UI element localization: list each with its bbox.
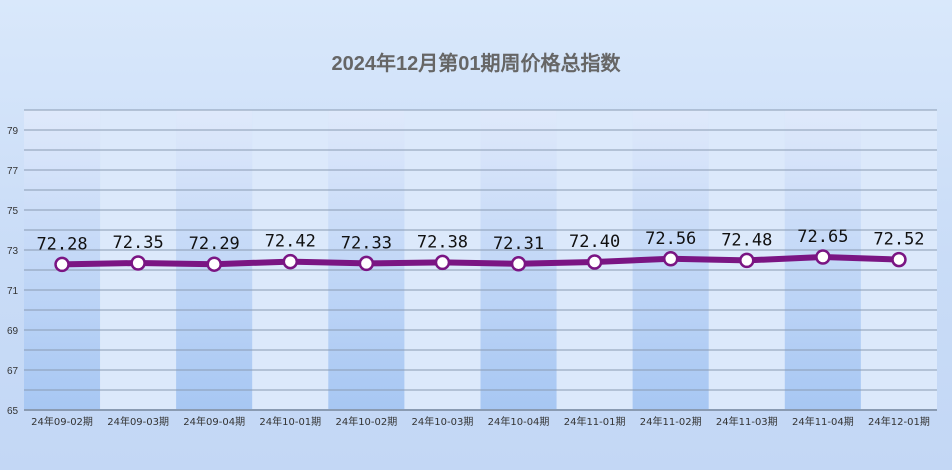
data-point bbox=[510, 256, 527, 272]
data-point bbox=[358, 255, 375, 272]
data-label: 72.40 bbox=[569, 232, 620, 252]
data-label: 72.33 bbox=[341, 233, 392, 253]
data-label: 72.56 bbox=[645, 229, 696, 249]
data-label: 72.29 bbox=[189, 234, 240, 254]
x-tick-label: 24年10-03期 bbox=[412, 415, 474, 428]
y-tick-label: 75 bbox=[7, 206, 19, 217]
x-tick-label: 24年10-04期 bbox=[488, 415, 550, 428]
data-point bbox=[586, 254, 603, 270]
data-label: 72.35 bbox=[113, 233, 164, 253]
data-point bbox=[739, 252, 755, 269]
data-label: 72.38 bbox=[417, 232, 468, 252]
y-tick-label: 73 bbox=[7, 246, 19, 257]
data-label: 72.48 bbox=[721, 230, 772, 250]
x-tick-label: 24年09-03期 bbox=[107, 415, 169, 428]
x-tick-label: 24年09-04期 bbox=[183, 415, 245, 428]
data-point bbox=[282, 253, 299, 270]
y-tick-label: 79 bbox=[7, 126, 19, 137]
data-label: 72.65 bbox=[797, 227, 848, 247]
data-label: 72.42 bbox=[265, 232, 316, 252]
data-point bbox=[891, 251, 907, 268]
data-label: 72.28 bbox=[36, 234, 87, 254]
x-tick-label: 24年10-02期 bbox=[335, 415, 397, 428]
x-tick-label: 24年11-01期 bbox=[564, 415, 626, 428]
data-point bbox=[662, 251, 679, 267]
x-tick-label: 24年11-03期 bbox=[716, 415, 778, 428]
data-point bbox=[815, 249, 831, 265]
series-line bbox=[59, 254, 902, 268]
x-tick-label: 24年09-02期 bbox=[31, 415, 93, 428]
y-tick-label: 65 bbox=[7, 406, 19, 417]
y-tick-label: 77 bbox=[7, 166, 19, 177]
x-tick-label: 24年11-02期 bbox=[640, 415, 702, 428]
y-tick-label: 69 bbox=[7, 326, 19, 337]
data-point bbox=[206, 256, 222, 272]
x-tick-label: 24年10-01期 bbox=[259, 415, 321, 428]
x-tick-label: 24年11-04期 bbox=[792, 415, 854, 428]
y-tick-label: 67 bbox=[7, 366, 19, 377]
data-point bbox=[130, 255, 146, 271]
data-label: 72.31 bbox=[493, 234, 544, 254]
y-tick-label: 71 bbox=[7, 286, 19, 297]
chart-title: 2024年12月第01期周价格总指数 bbox=[332, 51, 622, 75]
data-point bbox=[434, 254, 451, 271]
x-tick-label: 24年12-01期 bbox=[868, 415, 930, 428]
data-point bbox=[54, 256, 70, 273]
data-label: 72.52 bbox=[873, 230, 924, 250]
